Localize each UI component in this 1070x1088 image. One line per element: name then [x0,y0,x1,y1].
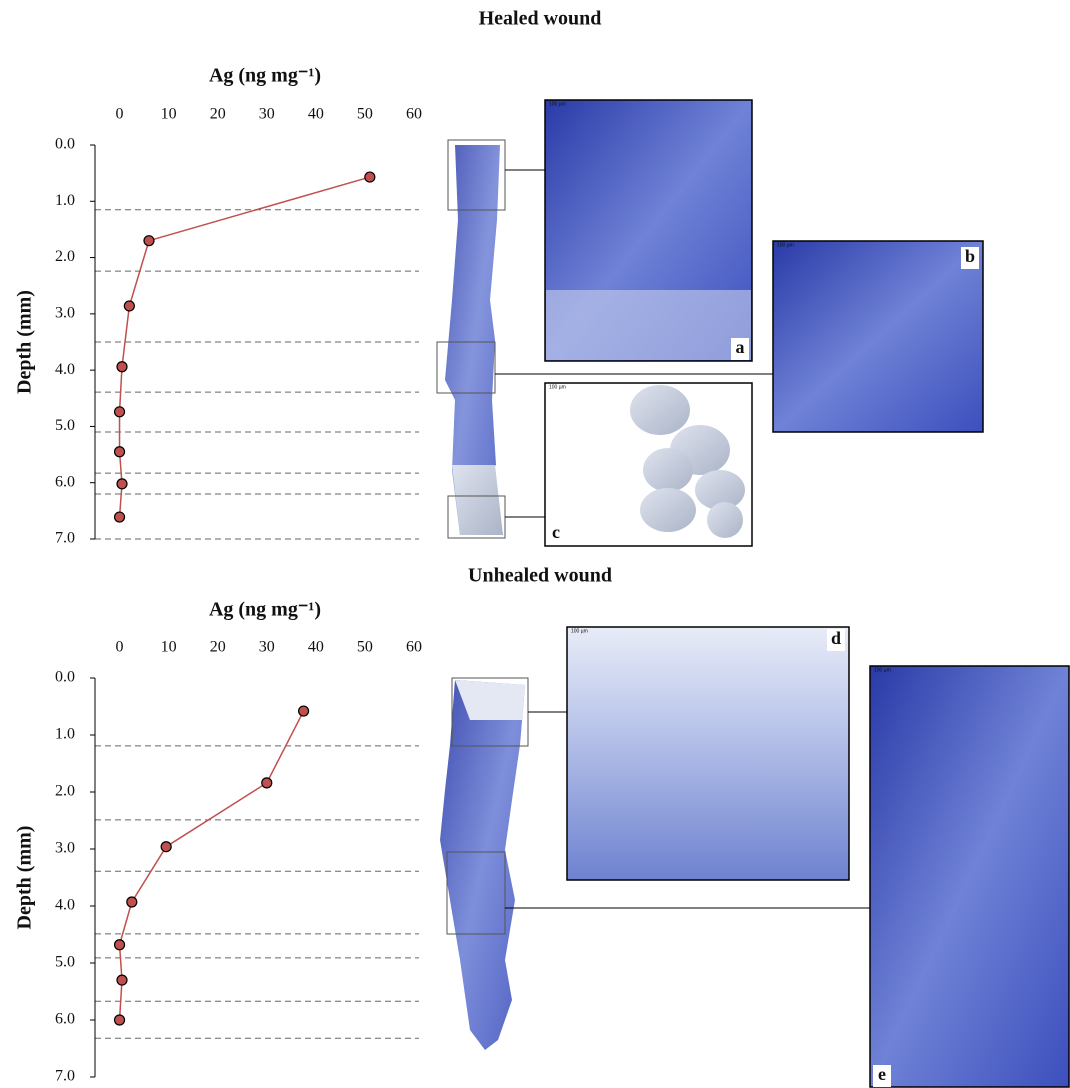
data-line [120,177,370,517]
data-point [117,479,127,489]
fat-cell [643,448,693,492]
x-tick-label: 50 [357,639,373,656]
chart-title: Healed wound [479,8,602,30]
data-point [115,512,125,522]
y-tick-label: 6.0 [55,473,75,490]
chart-title: Unhealed wound [468,565,612,587]
y-tick-label: 5.0 [55,954,75,971]
panel-b [773,241,983,432]
scale-bar-label: 100 µm [874,667,891,673]
x-axis-label: Ag (ng mg⁻¹) [209,65,321,87]
data-point [262,778,272,788]
x-tick-label: 40 [308,639,324,656]
scale-bar-label: 100 µm [777,242,794,248]
data-line [120,711,304,1020]
data-point [115,940,125,950]
x-tick-label: 10 [161,639,177,656]
data-point [161,842,171,852]
scale-bar-label: 100 µm [571,628,588,634]
data-point [299,706,309,716]
panel-label: e [878,1064,886,1084]
figure: Healed wound Ag (ng mg⁻¹) Depth (mm) 0 10 20 3… [0,0,1070,1088]
data-point [365,172,375,182]
data-point [115,447,125,457]
scale-bar-label: 100 µm [549,384,566,390]
data-point [117,362,127,372]
x-axis-label: Ag (ng mg⁻¹) [209,599,321,621]
x-tick-label: 20 [210,106,226,123]
y-tick-label: 0.0 [55,669,75,686]
x-tick-label: 60 [406,106,422,123]
x-tick-label: 20 [210,639,226,656]
y-tick-label: 5.0 [55,417,75,434]
panel-d [567,627,849,880]
panel-label: a [736,337,745,357]
data-point [117,975,127,985]
y-tick-label: 4.0 [55,361,75,378]
data-point [144,236,154,246]
panel-label: c [552,522,560,542]
fat-layer [452,465,503,535]
y-tick-label: 3.0 [55,840,75,857]
y-tick-label: 7.0 [55,530,75,547]
y-tick-label: 3.0 [55,305,75,322]
x-tick-label: 40 [308,106,324,123]
fat-cell [630,385,690,435]
y-tick-label: 7.0 [55,1068,75,1085]
x-tick-label: 0 [116,106,124,123]
y-tick-label: 0.0 [55,136,75,153]
y-tick-label: 2.0 [55,783,75,800]
y-tick-label: 1.0 [55,726,75,743]
x-tick-label: 0 [116,639,124,656]
y-tick-label: 4.0 [55,897,75,914]
data-point [127,897,137,907]
tissue-strip [440,680,525,1050]
y-tick-label: 6.0 [55,1011,75,1028]
x-tick-label: 10 [161,106,177,123]
data-point [124,301,134,311]
x-tick-label: 60 [406,639,422,656]
data-point [115,1015,125,1025]
panel-e [870,666,1069,1087]
fat-cell [640,488,696,532]
panel-label: b [965,246,975,266]
y-axis-label: Depth (mm) [14,290,36,394]
x-tick-label: 50 [357,106,373,123]
y-tick-label: 2.0 [55,248,75,265]
panel-label: d [831,628,841,648]
y-tick-label: 1.0 [55,192,75,209]
scale-bar-label: 100 µm [549,101,566,107]
x-tick-label: 30 [259,106,275,123]
panel-a-texture [546,290,751,360]
data-point [115,407,125,417]
fat-cell [707,502,743,538]
y-axis-label: Depth (mm) [14,826,36,930]
x-tick-label: 30 [259,639,275,656]
